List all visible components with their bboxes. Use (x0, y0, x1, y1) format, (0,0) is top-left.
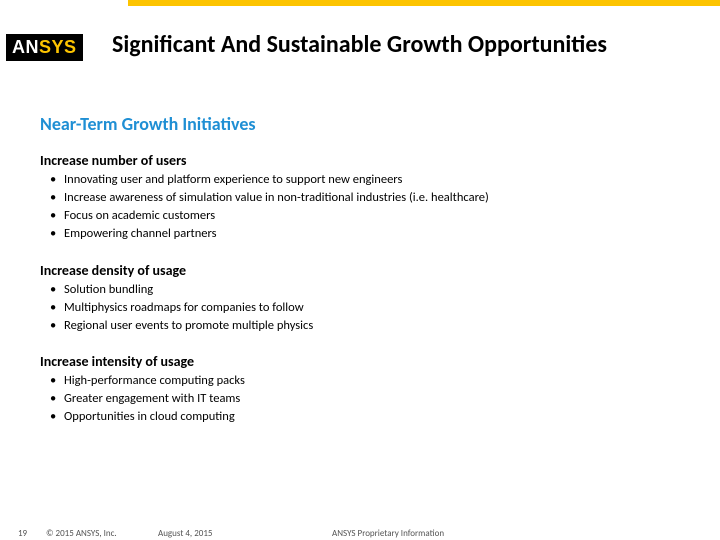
section-heading: Increase density of usage (40, 262, 680, 279)
footer-date: August 4, 2015 (158, 528, 212, 539)
section-density: Increase density of usage Solution bundl… (40, 262, 680, 335)
bullet-item: Empowering channel partners (64, 225, 680, 243)
bullet-item: Focus on academic customers (64, 207, 680, 225)
slide-subtitle: Near-Term Growth Initiatives (40, 113, 256, 135)
bullet-item: Greater engagement with IT teams (64, 390, 680, 408)
bullet-item: Opportunities in cloud computing (64, 408, 680, 426)
logo-sys: SYS (39, 37, 77, 57)
bullet-item: Solution bundling (64, 281, 680, 299)
bullet-list: High-performance computing packs Greater… (40, 372, 680, 426)
bullet-list: Solution bundling Multiphysics roadmaps … (40, 281, 680, 335)
footer-copyright: © 2015 ANSYS, Inc. (46, 528, 117, 539)
bullet-item: Innovating user and platform experience … (64, 171, 680, 189)
section-intensity: Increase intensity of usage High-perform… (40, 353, 680, 426)
footer-page-number: 19 (18, 528, 27, 539)
bullet-item: Multiphysics roadmaps for companies to f… (64, 299, 680, 317)
content-area: Increase number of users Innovating user… (40, 152, 680, 444)
bullet-item: High-performance computing packs (64, 372, 680, 390)
section-heading: Increase number of users (40, 152, 680, 169)
bullet-item: Increase awareness of simulation value i… (64, 189, 680, 207)
slide-title: Significant And Sustainable Growth Oppor… (112, 30, 607, 59)
bullet-list: Innovating user and platform experience … (40, 171, 680, 244)
bullet-item: Regional user events to promote multiple… (64, 317, 680, 335)
logo-an: AN (12, 37, 39, 57)
footer-confidential: ANSYS Proprietary Information (332, 528, 444, 539)
top-accent-bar (128, 0, 720, 6)
ansys-logo: ANSYS (6, 34, 83, 61)
section-heading: Increase intensity of usage (40, 353, 680, 370)
section-users: Increase number of users Innovating user… (40, 152, 680, 244)
